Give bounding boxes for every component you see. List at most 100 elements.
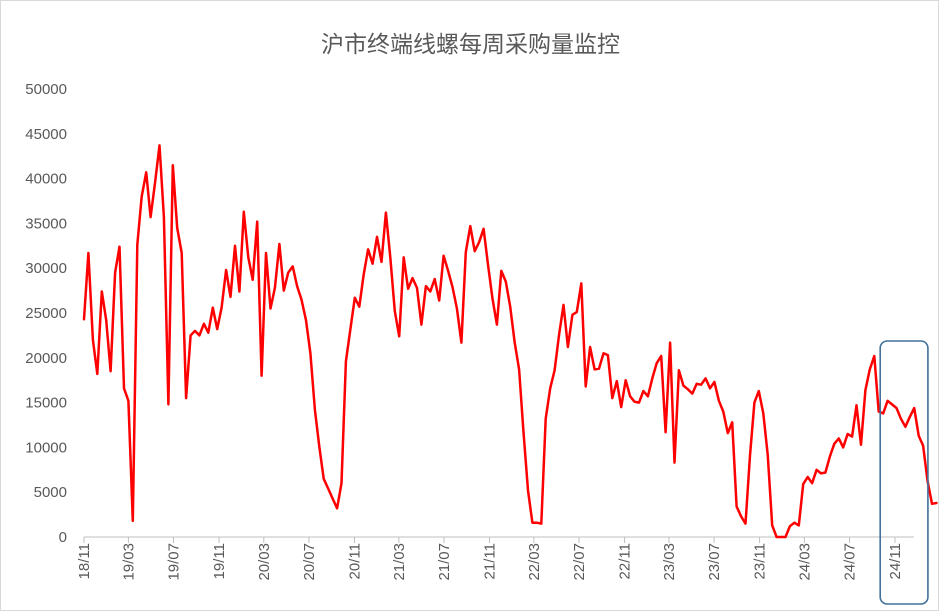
data-point [762, 412, 764, 414]
x-tick-label: 22/07 [571, 543, 588, 581]
y-tick-label: 20000 [25, 350, 67, 367]
data-point [913, 407, 915, 409]
data-point [372, 263, 374, 265]
data-point [354, 297, 356, 299]
data-point [540, 523, 542, 525]
data-point [403, 256, 405, 258]
data-point [114, 272, 116, 274]
data-point [731, 421, 733, 423]
data-point [855, 404, 858, 406]
data-point [212, 307, 214, 309]
data-point [904, 426, 907, 428]
data-point [451, 286, 454, 288]
data-point [571, 314, 574, 316]
data-point [429, 290, 431, 293]
data-point [847, 433, 849, 435]
data-point [842, 446, 844, 448]
x-tick-label: 23/11 [752, 543, 769, 579]
data-point [678, 369, 680, 371]
data-point [758, 390, 760, 392]
data-point [700, 384, 702, 386]
data-point [522, 431, 525, 433]
data-point [900, 418, 902, 420]
data-point [194, 330, 196, 332]
data-point [300, 299, 303, 301]
data-point [110, 370, 112, 372]
data-point [416, 287, 418, 289]
data-point [136, 244, 138, 246]
data-point [394, 310, 396, 312]
y-tick-label: 25000 [25, 305, 67, 322]
data-point [447, 270, 449, 272]
data-point [425, 285, 427, 287]
data-point [323, 478, 325, 480]
data-point [238, 290, 240, 293]
data-point [558, 333, 560, 336]
data-point [749, 454, 751, 457]
data-point [389, 256, 391, 258]
data-point [296, 285, 298, 287]
data-point [518, 368, 520, 370]
data-point [691, 393, 693, 395]
data-point [207, 332, 209, 334]
data-point [594, 368, 596, 370]
x-tick-label: 22/11 [617, 543, 634, 579]
data-point [380, 261, 383, 263]
x-tick-label: 19/11 [211, 543, 228, 579]
data-point [798, 524, 800, 527]
data-point [909, 416, 911, 418]
data-point [514, 342, 516, 344]
y-tick-label: 50000 [25, 81, 67, 98]
data-point [709, 387, 711, 389]
data-point [478, 241, 480, 243]
x-tick-label: 24/07 [841, 543, 858, 581]
data-point [629, 395, 631, 397]
data-point [536, 522, 538, 524]
data-point [722, 411, 724, 413]
data-point [931, 503, 933, 505]
data-point [554, 369, 556, 371]
y-tick-label: 35000 [25, 215, 67, 232]
data-point [340, 482, 343, 484]
data-point [807, 476, 809, 478]
data-point [696, 383, 698, 385]
data-point [824, 471, 827, 474]
data-point [376, 236, 378, 238]
x-tick-label: 24/03 [796, 543, 813, 581]
data-point [221, 307, 223, 309]
y-tick-label: 0 [59, 529, 67, 546]
data-point [887, 400, 889, 402]
data-point [780, 536, 782, 538]
x-tick-label: 20/07 [301, 543, 318, 581]
data-point [176, 227, 178, 229]
data-point [891, 403, 893, 405]
data-point [309, 352, 311, 354]
data-point [469, 225, 471, 227]
x-tick-label: 21/11 [482, 543, 499, 579]
data-point [474, 250, 476, 252]
data-point [314, 409, 316, 411]
data-point [332, 497, 334, 500]
data-point [118, 246, 121, 248]
data-point [345, 360, 347, 362]
data-point [647, 395, 649, 397]
y-tick-label: 45000 [25, 126, 67, 143]
data-point [167, 403, 169, 405]
data-point [687, 388, 689, 390]
x-axis: 18/11 19/03 19/07 19/11 20/03 20/07 20/11 21/03… [76, 536, 914, 581]
data-point [367, 248, 369, 250]
data-point [736, 505, 738, 508]
data-point [92, 339, 94, 341]
data-point [327, 488, 329, 490]
data-point [771, 524, 773, 527]
data-point [465, 251, 467, 253]
highlight-box [879, 340, 929, 605]
data-point [802, 483, 804, 485]
data-point [265, 252, 267, 254]
data-point [776, 536, 778, 538]
data-point [638, 402, 640, 404]
data-point [185, 397, 187, 399]
data-point [744, 523, 747, 525]
data-point [203, 323, 205, 325]
